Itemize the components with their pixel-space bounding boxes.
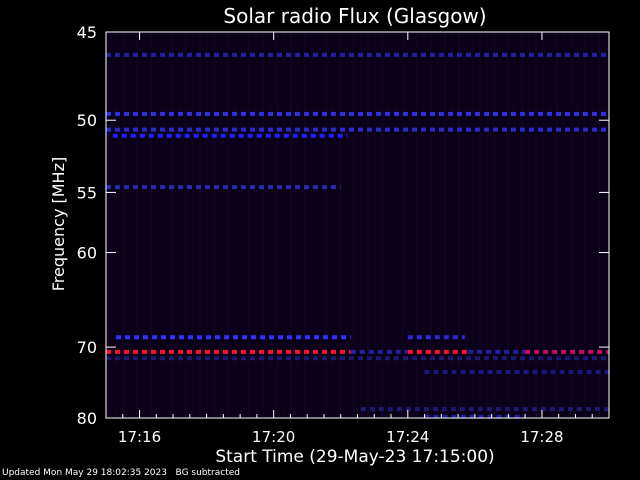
update-footer: Updated Mon May 29 18:02:35 2023 BG subt…: [2, 468, 240, 478]
y-tick-label: 70: [77, 338, 97, 357]
x-axis-label: Start Time (29-May-23 17:15:00): [215, 447, 494, 467]
y-axis-label: Frequency [MHz]: [49, 157, 68, 291]
y-axis: 45 50 55 60 70 80: [77, 23, 609, 428]
y-tick-label: 55: [77, 183, 97, 202]
y-tick-label: 50: [77, 111, 97, 130]
y-tick-label: 45: [77, 23, 97, 42]
x-tick-label: 17:28: [520, 428, 563, 446]
y-tick-label: 60: [77, 244, 97, 263]
chart-title: Solar radio Flux (Glasgow): [223, 4, 486, 28]
x-axis: 17:16 17:20 17:24 17:28: [105, 32, 610, 446]
plot-area: [105, 31, 610, 419]
y-tick-label: 80: [77, 409, 97, 428]
x-tick-label: 17:24: [386, 428, 429, 446]
x-tick-label: 17:20: [252, 428, 295, 446]
x-tick-label: 17:16: [118, 428, 161, 446]
